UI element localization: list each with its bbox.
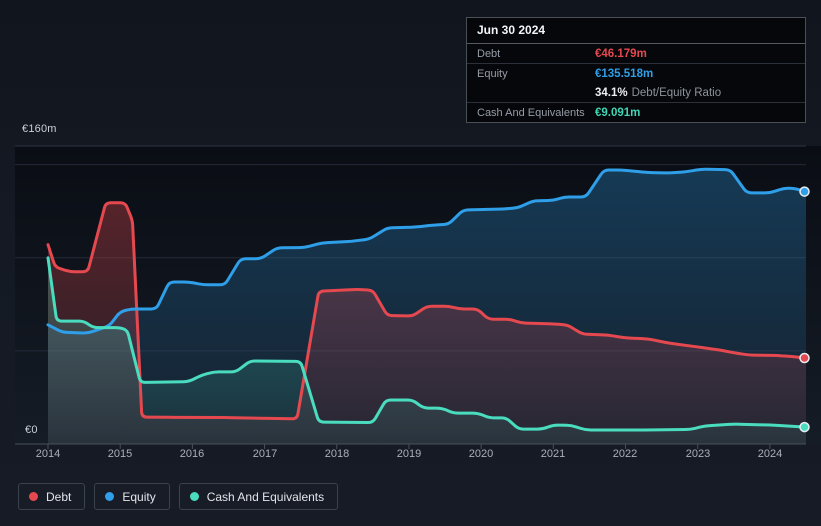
legend-debt-button[interactable]: Debt [18,483,86,510]
tooltip-equity-value: €135.518m [595,67,654,80]
x-axis-label-2024: 2024 [757,448,783,460]
tooltip-ratio-row: 34.1% Debt/Equity Ratio [467,83,805,103]
x-axis-label-2021: 2021 [540,448,566,460]
tooltip-ratio-value: 34.1% Debt/Equity Ratio [595,87,721,99]
debt-end-dot [799,352,810,364]
x-axis-label-2018: 2018 [324,448,350,460]
equity-color-dot [105,492,115,501]
ratio-caption: Debt/Equity Ratio [631,86,722,99]
tooltip-equity-label: Equity [477,67,508,80]
legend-cash-label: Cash And Equivalents [206,489,325,504]
legend-cash-button[interactable]: Cash And Equivalents [178,483,339,510]
legend-equity-button[interactable]: Equity [94,483,170,510]
cash-line [46,256,808,432]
tooltip-debt-label: Debt [477,47,501,60]
tooltip-equity-row: Equity €135.518m [467,64,805,83]
tooltip-cash-label: Cash And Equivalents [477,106,585,119]
cash-area [48,257,806,444]
tooltip-debt-row: Debt €46.179m [467,44,805,64]
chart-legend: Debt Equity Cash And Equivalents [18,483,339,510]
legend-debt-label: Debt [46,489,72,504]
ratio-percent: 34.1% [595,86,628,99]
cash-color-dot [189,492,199,501]
tooltip-cash-value: €9.091m [595,106,641,119]
debt-area [48,202,806,444]
y-axis-zero-label: €0 [25,424,38,436]
chart-svg [15,145,821,449]
x-axis-label-2023: 2023 [685,448,711,460]
equity-end-dot [799,186,810,197]
legend-equity-label: Equity [122,489,156,504]
tooltip-date: Jun 30 2024 [467,18,805,44]
debt-line [46,201,808,421]
x-axis-label-2019: 2019 [396,448,422,460]
x-axis-label-2020: 2020 [468,448,494,460]
equity-line [46,167,808,335]
debt-equity-history-chart[interactable]: €160m €0 2014 2015 2016 2017 2018 2019 2… [0,0,821,470]
x-axis-label-2016: 2016 [179,448,205,460]
chart-tooltip: Jun 30 2024 Debt €46.179m Equity €135.51… [466,17,806,123]
x-axis-label-2022: 2022 [612,448,638,460]
tooltip-debt-value: €46.179m [595,47,647,60]
tooltip-cash-row: Cash And Equivalents €9.091m [467,103,805,122]
x-axis-label-2014: 2014 [35,448,61,460]
debt-color-dot [29,492,38,501]
y-axis-max-label: €160m [22,123,57,135]
x-axis-label-2017: 2017 [252,448,278,460]
x-axis-label-2015: 2015 [107,448,133,460]
cash-end-dot [799,421,810,433]
